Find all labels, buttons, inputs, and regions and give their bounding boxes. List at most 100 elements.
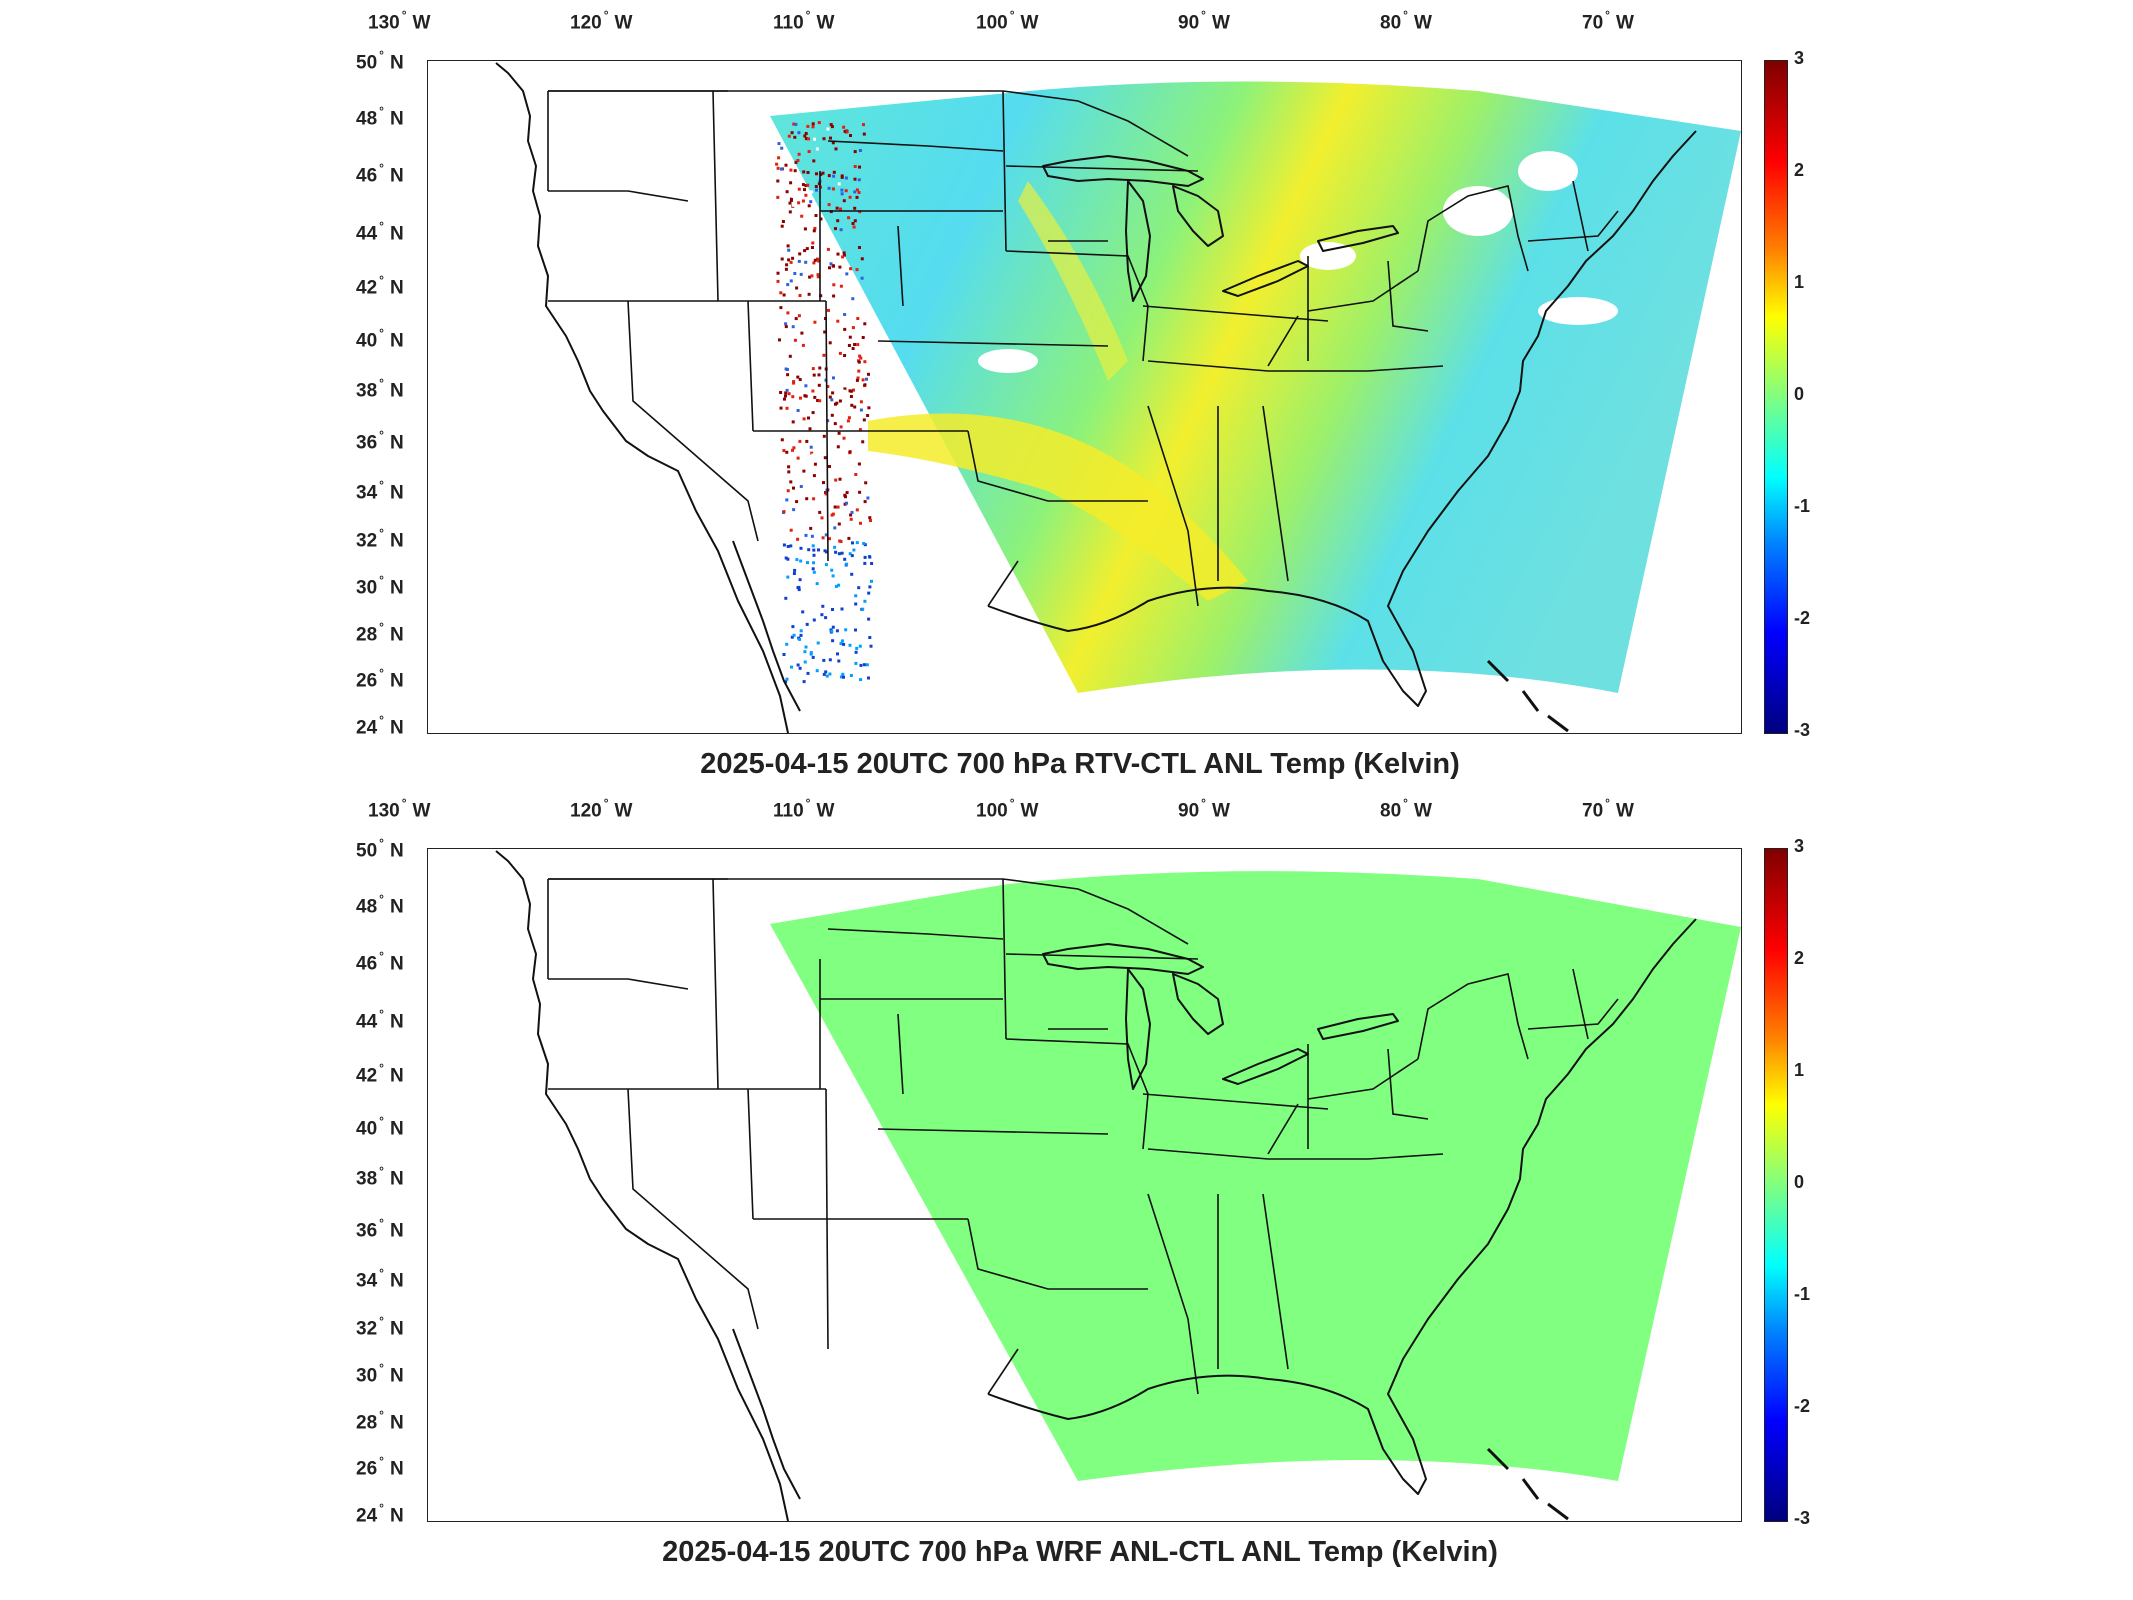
- anomaly-speckle: [776, 166, 780, 170]
- anomaly-speckle: [828, 672, 832, 676]
- anomaly-speckle: [815, 188, 818, 192]
- anomaly-speckle: [796, 456, 800, 460]
- great-lake: [1042, 155, 1204, 187]
- lon-tick-100w: 100 ° W: [976, 8, 1039, 34]
- anomaly-speckle: [791, 325, 795, 329]
- lon-tick-100w: 100 ° W: [976, 796, 1039, 822]
- anomaly-speckle: [799, 629, 803, 633]
- anomaly-speckle: [788, 210, 792, 214]
- anomaly-speckle: [837, 522, 841, 526]
- anomaly-speckle: [788, 201, 792, 205]
- anomaly-speckle: [826, 127, 830, 131]
- anomaly-speckle: [827, 174, 831, 178]
- anomaly-speckle: [811, 122, 815, 126]
- lat-tick-28n: 28 ° N: [356, 620, 404, 646]
- anomaly-speckle: [782, 293, 786, 297]
- canada-border: [548, 878, 1189, 945]
- anomaly-speckle: [779, 306, 783, 310]
- state-border: [548, 978, 689, 990]
- anomaly-speckle: [778, 267, 781, 271]
- anomaly-speckle: [812, 373, 816, 377]
- state-border: [1147, 360, 1444, 372]
- analysis-domain-fill: [770, 871, 1741, 1481]
- anomaly-speckle: [855, 508, 859, 512]
- anomaly-speckle: [849, 674, 853, 677]
- anomaly-speckle: [796, 159, 800, 162]
- anomaly-speckle: [851, 326, 855, 330]
- colorbar-tick: -3: [1794, 720, 1811, 740]
- anomaly-speckle: [815, 458, 819, 462]
- anomaly-speckle: [823, 549, 827, 553]
- colorbar-tick: -2: [1794, 608, 1811, 628]
- anomaly-speckle: [801, 199, 805, 203]
- anomaly-speckle: [805, 439, 809, 443]
- anomaly-speckle: [843, 129, 847, 133]
- lat-tick-24n: 24 ° N: [356, 713, 404, 739]
- anomaly-speckle: [866, 414, 870, 417]
- anomaly-speckle: [781, 220, 785, 223]
- anomaly-speckle: [803, 249, 807, 253]
- anomaly-speckle: [792, 486, 795, 490]
- anomaly-speckle: [787, 392, 791, 396]
- anomaly-speckle: [857, 191, 861, 194]
- anomaly-speckle: [807, 416, 810, 420]
- anomaly-speckle: [832, 283, 836, 287]
- anomaly-speckle: [845, 491, 849, 495]
- anomaly-speckle: [847, 416, 851, 420]
- anomaly-speckle: [857, 178, 861, 182]
- anomaly-speckle: [836, 319, 840, 323]
- anomaly-speckle: [854, 602, 858, 606]
- anomaly-speckle: [804, 394, 808, 398]
- anomaly-speckle: [812, 352, 816, 356]
- anomaly-speckle: [849, 395, 853, 398]
- anomaly-speckle: [804, 645, 808, 649]
- anomaly-speckle: [848, 450, 852, 454]
- map-plot-bottom[interactable]: [427, 848, 1742, 1522]
- anomaly-speckle: [849, 134, 852, 137]
- anomaly-speckle: [816, 257, 819, 261]
- anomaly-speckle: [784, 163, 788, 167]
- anomaly-speckle: [834, 584, 838, 588]
- anomaly-speckle: [791, 448, 794, 452]
- anomaly-speckle: [836, 252, 840, 256]
- anomaly-speckle: [785, 190, 789, 194]
- anomaly-speckle: [805, 435, 809, 439]
- map-plot-top[interactable]: [427, 60, 1742, 734]
- state-border: [1572, 968, 1589, 1040]
- anomaly-speckle: [858, 165, 861, 169]
- anomaly-speckle: [837, 182, 841, 186]
- anomaly-speckle: [853, 405, 857, 409]
- anomaly-speckle: [811, 453, 815, 457]
- anomaly-speckle: [785, 388, 789, 392]
- lat-tick-34n: 34 ° N: [356, 478, 404, 504]
- anomaly-speckle: [799, 396, 802, 400]
- anomaly-speckle: [849, 513, 853, 517]
- anomaly-speckle: [838, 477, 842, 481]
- anomaly-speckle: [839, 642, 843, 645]
- anomaly-speckle: [859, 356, 863, 360]
- anomaly-speckle: [818, 366, 822, 370]
- colorbar-tick: 3: [1794, 836, 1805, 856]
- anomaly-speckle: [809, 526, 813, 530]
- anomaly-speckle: [860, 276, 864, 280]
- anomaly-speckle: [785, 263, 789, 267]
- anomaly-speckle: [842, 125, 846, 129]
- anomaly-speckle: [839, 228, 843, 232]
- anomaly-speckle: [854, 628, 857, 632]
- anomaly-speckle: [790, 665, 793, 669]
- canada-border: [548, 90, 1189, 157]
- anomaly-speckle: [822, 137, 826, 141]
- missing-data-patch: [1443, 186, 1513, 236]
- anomaly-speckle: [780, 257, 784, 261]
- anomaly-speckle: [851, 347, 855, 350]
- lat-tick-36n: 36 ° N: [356, 1216, 404, 1242]
- anomaly-speckle: [784, 556, 788, 560]
- anomaly-speckle: [862, 542, 866, 545]
- anomaly-speckle: [840, 188, 844, 192]
- anomaly-speckle: [857, 369, 861, 373]
- anomaly-speckle: [831, 187, 835, 191]
- anomaly-speckle: [807, 548, 811, 552]
- anomaly-speckle: [795, 558, 799, 562]
- colorbar-tick: 0: [1794, 1172, 1805, 1192]
- anomaly-speckle: [838, 265, 842, 269]
